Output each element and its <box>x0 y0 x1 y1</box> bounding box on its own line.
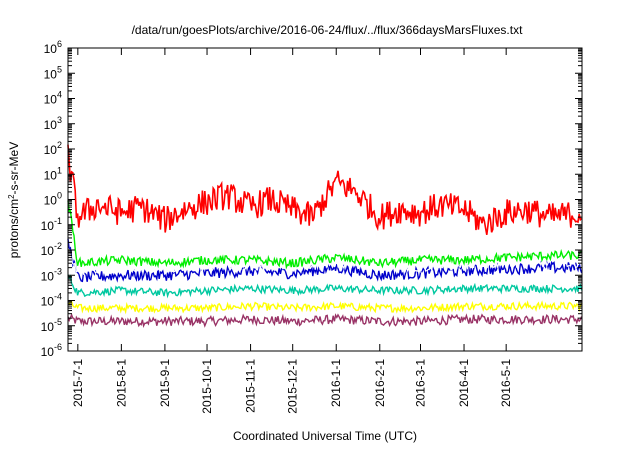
y-axis-label-superscript: 2 <box>7 194 16 199</box>
x-tick-label: 2015-12-1 <box>286 359 300 414</box>
chart-title: /data/run/goesPlots/archive/2016-06-24/f… <box>132 23 524 37</box>
y-tick-label-base: 10 <box>44 42 58 56</box>
y-tick-label-base: 10 <box>44 143 58 157</box>
x-tick-label: 2015-9-1 <box>158 359 172 407</box>
y-tick-label-exponent: 0 <box>57 191 62 201</box>
y-tick-label-exponent: -6 <box>54 342 62 352</box>
y-tick-label: 10-4 <box>41 292 62 309</box>
y-tick-label: 103 <box>44 115 62 132</box>
y-tick-label-exponent: -4 <box>54 292 62 302</box>
y-tick-label-base: 10 <box>41 295 55 309</box>
y-tick-label: 104 <box>44 90 62 107</box>
y-axis-label: protons/cm2-s-sr-MeV <box>7 142 22 258</box>
series-line <box>67 238 583 283</box>
y-tick-label-exponent: -2 <box>54 241 62 251</box>
y-tick-label-base: 10 <box>44 93 58 107</box>
y-tick-label-exponent: -1 <box>54 216 62 226</box>
x-axis-label: Coordinated Universal Time (UTC) <box>233 429 417 443</box>
y-tick-label-base: 10 <box>44 194 58 208</box>
y-axis: 10-610-510-410-310-210-11001011021031041… <box>41 39 582 359</box>
y-tick-label-base: 10 <box>41 269 55 283</box>
series-layer <box>67 144 583 329</box>
y-tick-label-exponent: -5 <box>54 317 62 327</box>
y-tick-label: 10-6 <box>41 342 62 359</box>
y-tick-label: 102 <box>44 140 62 157</box>
y-tick-label-exponent: 1 <box>57 165 62 175</box>
x-tick-label: 2015-10-1 <box>200 359 214 414</box>
x-tick-label: 2016-1-1 <box>329 359 343 407</box>
y-tick-label-base: 10 <box>44 118 58 132</box>
y-tick-label-exponent: 3 <box>57 115 62 125</box>
y-tick-label: 101 <box>44 165 62 182</box>
y-tick-label-base: 10 <box>41 219 55 233</box>
x-tick-label: 2016-5-1 <box>499 359 513 407</box>
series-line <box>67 274 583 299</box>
y-tick-label-exponent: 6 <box>57 39 62 49</box>
series-line <box>67 300 583 315</box>
y-tick-label: 10-5 <box>41 317 62 334</box>
plot-frame <box>67 47 583 352</box>
y-tick-label-base: 10 <box>44 168 58 182</box>
y-tick-label: 100 <box>44 191 62 208</box>
y-tick-label: 10-3 <box>41 266 62 283</box>
y-tick-label-base: 10 <box>44 67 58 81</box>
x-tick-label: 2015-7-1 <box>71 359 85 407</box>
x-axis: 2015-7-1 2015-8-1 2015-9-1 2015-10-1 2015-11… <box>71 48 513 414</box>
y-tick-label-exponent: 4 <box>57 90 62 100</box>
y-axis-label-suffix: -s-sr-MeV <box>7 142 21 195</box>
y-tick-label: 10-2 <box>41 241 62 258</box>
y-tick-label: 10-1 <box>41 216 62 233</box>
x-tick-label: 2016-2-1 <box>373 359 387 407</box>
y-tick-label: 106 <box>44 39 62 56</box>
series-line <box>67 144 583 235</box>
y-tick-label-base: 10 <box>41 244 55 258</box>
x-tick-label: 2015-8-1 <box>114 359 128 407</box>
y-tick-label-exponent: -3 <box>54 266 62 276</box>
x-tick-label: 2016-4-1 <box>457 359 471 407</box>
y-tick-label-exponent: 5 <box>57 64 62 74</box>
x-tick-label: 2016-3-1 <box>413 359 427 407</box>
x-tick-label: 2015-11-1 <box>244 359 258 413</box>
y-axis-label-prefix: protons/cm <box>7 199 21 258</box>
y-tick-label: 105 <box>44 64 62 81</box>
series-line <box>67 312 583 329</box>
y-tick-label-base: 10 <box>41 345 55 359</box>
y-tick-label-base: 10 <box>41 320 55 334</box>
y-tick-label-exponent: 2 <box>57 140 62 150</box>
series-line <box>67 200 582 270</box>
